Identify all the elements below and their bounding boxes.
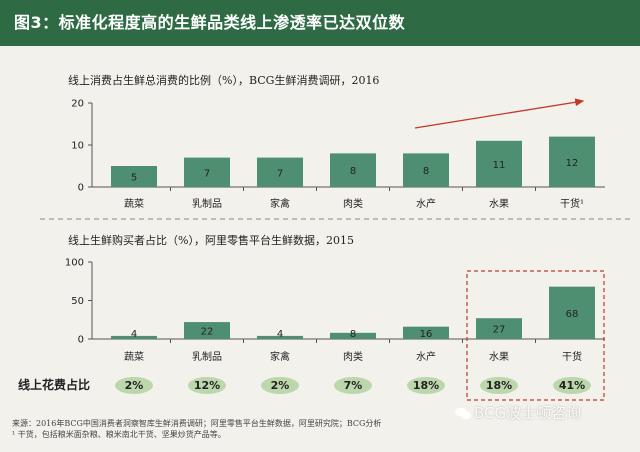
chart2-value-label: 27 <box>493 325 506 336</box>
chart2-category-label: 家禽 <box>270 350 290 363</box>
spend-row-label: 线上花费占比 <box>18 378 91 392</box>
chart2-category-label: 乳制品 <box>192 350 222 363</box>
chart1-category-label: 肉类 <box>343 197 363 210</box>
spend-share-badge: 12% <box>188 377 226 394</box>
chart2-bar <box>111 335 157 339</box>
chart1-bar <box>476 140 522 187</box>
spend-share-badge: 41% <box>553 377 591 394</box>
chart2-category-label: 水果 <box>489 351 509 363</box>
spend-share-badge: 2% <box>115 377 153 394</box>
chart1: 0 10 20 5 蔬菜 7 乳制品 7 家禽 8 肉类 8 水产 11 水果 12 干货¹ <box>71 99 605 210</box>
chart2-value-label: 8 <box>350 329 356 340</box>
chart2-category-label: 肉类 <box>343 350 363 363</box>
chart1-bar <box>184 157 230 187</box>
chart2-y-tick-label: 50 <box>71 296 84 307</box>
chart2-y-tick-label: 0 <box>78 335 84 346</box>
chart2-value-label: 16 <box>420 329 433 340</box>
chart1-y-tick-label: 0 <box>78 183 84 194</box>
source-line-1: 来源：2016年BCG中国消费者洞察智库生鲜消费调研；阿里零售平台生鲜数据，阿里… <box>12 419 382 428</box>
chart1-value-label: 5 <box>131 173 137 184</box>
chart2-bar <box>257 335 303 339</box>
chart2-bar <box>184 322 230 339</box>
chart1-bar <box>330 153 376 187</box>
trend-arrow <box>414 98 585 129</box>
chart1-category-label: 水果 <box>489 198 509 210</box>
chart2-value-label: 4 <box>277 329 283 340</box>
chart1-title: 线上消费占生鲜总消费的比例（%），BCG生鲜消费调研，2016 <box>68 74 380 87</box>
chart1-y-tick-label: 20 <box>71 99 84 110</box>
source-note: 来源：2016年BCG中国消费者洞察智库生鲜消费调研；阿里零售平台生鲜数据，阿里… <box>12 418 452 440</box>
chart1-value-label: 7 <box>277 168 283 179</box>
chart1-value-label: 8 <box>423 166 429 177</box>
watermark: BCG波士顿咨询 <box>455 402 581 423</box>
figure-title: 图3：标准化程度高的生鲜品类线上渗透率已达双位数 <box>14 13 406 32</box>
chart2-value-label: 4 <box>131 329 137 340</box>
figure-header: 图3：标准化程度高的生鲜品类线上渗透率已达双位数 <box>0 0 640 46</box>
source-line-2: ¹ 干货，包括粮米面杂粮、粮米南北干货、坚果炒货产品等。 <box>12 430 226 439</box>
chart1-value-label: 7 <box>204 168 210 179</box>
spend-share-badge: 7% <box>334 377 372 394</box>
chart2-category-label: 水产 <box>416 350 436 363</box>
chart2-category-label: 蔬菜 <box>124 351 144 363</box>
chart1-category-label: 干货¹ <box>560 197 584 210</box>
chart2-y-tick-label: 100 <box>65 258 84 269</box>
chart1-bar <box>257 157 303 187</box>
chart1-value-label: 11 <box>493 160 506 171</box>
chart1-category-label: 蔬菜 <box>124 198 144 210</box>
spend-share-badge: 18% <box>407 377 445 394</box>
chart2-bar <box>476 318 522 339</box>
chart1-value-label: 12 <box>566 158 579 169</box>
spend-share-badge: 2% <box>261 377 299 394</box>
chart1-bar <box>111 166 157 187</box>
chart1-category-label: 水产 <box>416 197 436 210</box>
chart1-y-tick-label: 10 <box>71 141 84 152</box>
chart2-value-label: 68 <box>566 309 579 320</box>
watermark-text: BCG波士顿咨询 <box>474 404 582 422</box>
chart1-bar <box>549 136 595 187</box>
chart1-value-label: 8 <box>350 166 356 177</box>
chart2: 0 50 100 4 蔬菜 22 乳制品 4 家禽 8 肉类 16 水产 27 水果 68 干货 <box>65 258 605 363</box>
chart2-title: 线上生鲜购买者占比（%），阿里零售平台生鲜数据，2015 <box>68 234 354 247</box>
chart2-value-label: 22 <box>201 327 214 338</box>
chart1-category-label: 乳制品 <box>192 197 222 210</box>
chart2-bar <box>549 286 595 339</box>
chart2-category-label: 干货 <box>562 350 582 363</box>
spend-share-badge: 18% <box>480 377 518 394</box>
chart2-bar <box>403 326 449 339</box>
chart1-bar <box>403 153 449 187</box>
wechat-icon <box>455 407 471 420</box>
chart1-category-label: 家禽 <box>270 197 290 210</box>
chart2-bar <box>330 332 376 339</box>
